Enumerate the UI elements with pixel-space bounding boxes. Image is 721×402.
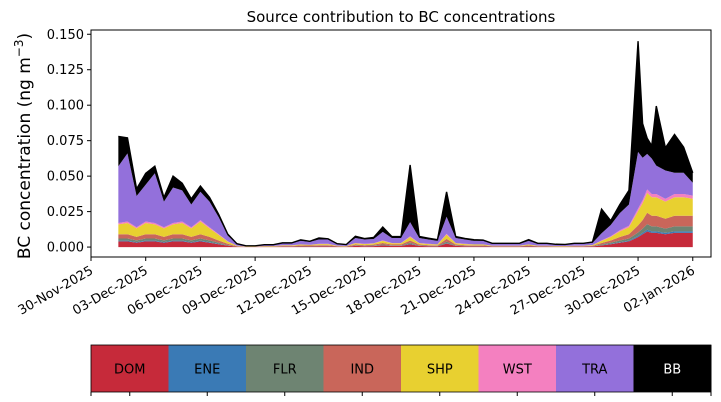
x-axis: 30-Nov-202503-Dec-202506-Dec-202509-Dec-… [16,257,698,319]
legend-label-ene: ENE [194,363,220,378]
legend-frame [90,344,712,393]
y-tick-label: 0.075 [47,134,84,149]
legend-label-flr: FLR [273,363,297,378]
legend-label-shp: SHP [427,363,453,378]
y-axis: 0.000 0.025 0.050 0.075 0.100 0.125 0.150 [47,28,91,256]
y-tick-label: 0.125 [47,63,84,78]
legend-swatch-ind [323,345,402,392]
legend-swatch-flr [246,345,324,392]
legend-swatch-tra [556,345,634,392]
plot-frame [90,29,712,258]
total-outline [118,41,694,247]
legend-label-tra: TRA [581,363,607,378]
y-axis-label-superscript: −3 [12,39,26,57]
y-tick-label: 0.150 [47,28,84,43]
legend-swatch-bb [633,345,712,392]
legend-label-bb: BB [663,363,681,378]
legend-swatch-wst [478,345,557,392]
y-tick-label: 0.050 [47,170,84,185]
y-axis-label: BC concentration (ng m−3) [12,33,35,259]
legend-swatch-shp [401,345,479,392]
legend-swatch-ene [168,345,247,392]
source-legend-colorbar: DOM ENE FLR IND SHP WST TRA BB [90,344,712,396]
legend-swatch-dom [91,345,169,392]
y-tick-label: 0.025 [47,205,84,220]
y-tick-label: 0.100 [47,99,84,114]
y-tick-label: 0.000 [47,241,84,256]
legend-label-dom: DOM [114,363,145,378]
area-dom [118,231,693,248]
y-axis-label-main: BC concentration (ng m [15,57,35,259]
legend-label-wst: WST [503,363,532,378]
legend-label-ind: IND [350,363,374,378]
total-outline-line [118,41,694,247]
chart-title: Source contribution to BC concentrations [247,8,556,26]
y-axis-label-close: ) [15,33,35,40]
